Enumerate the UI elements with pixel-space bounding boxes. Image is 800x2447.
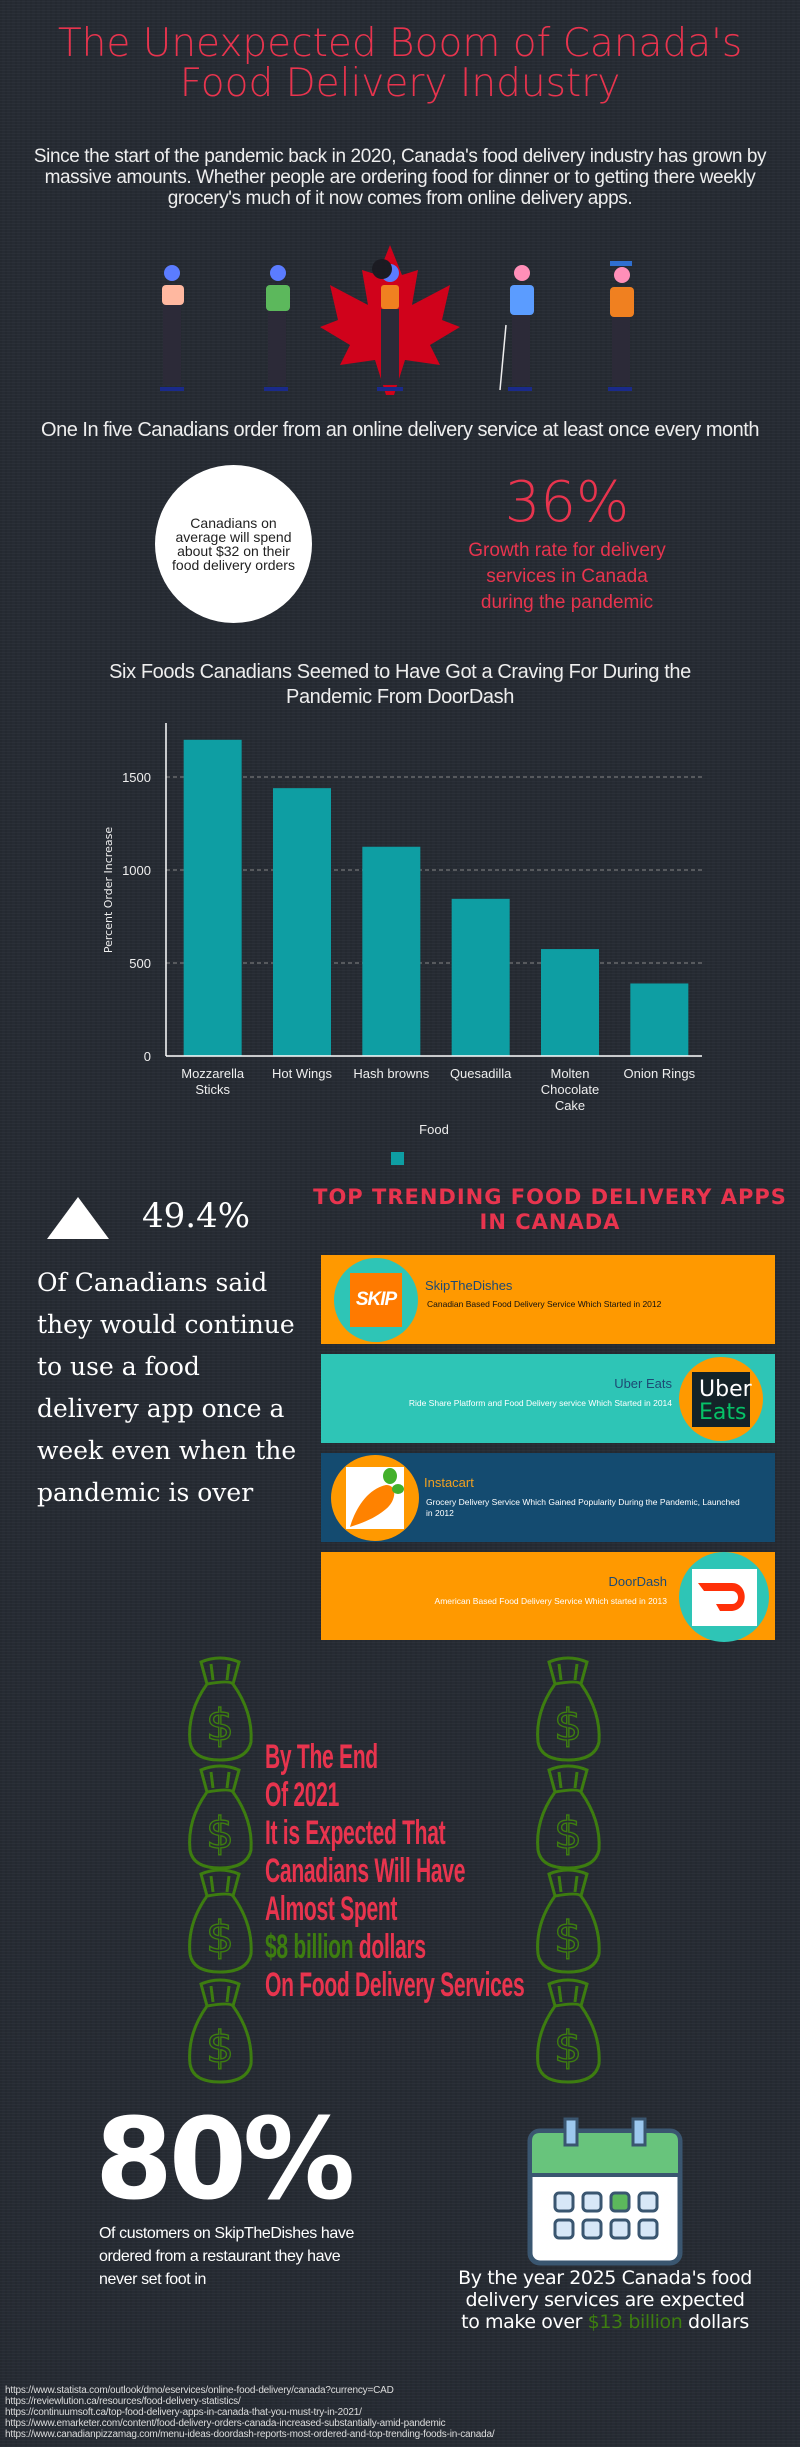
forecast-prefix: By the year 2025 Canada's food delivery … xyxy=(458,2267,752,2333)
average-spend-circle: Canadians on average will spend about $3… xyxy=(155,465,312,623)
skip-logo: SKIP xyxy=(334,1258,418,1342)
x-tick-label: Hot Wings xyxy=(272,1066,332,1081)
carrot-icon xyxy=(346,1467,404,1529)
spending-line: Canadians Will Have xyxy=(265,1852,466,1890)
x-tick-label: Onion Rings xyxy=(624,1066,696,1081)
spending-line: Of 2021 xyxy=(265,1776,340,1814)
bar-mozzarella-sticks xyxy=(183,739,242,1056)
reference-link[interactable]: https://continuumsoft.ca/top-food-delive… xyxy=(5,2407,362,2418)
reference-link[interactable]: https://www.emarketer.com/content/food-d… xyxy=(5,2418,446,2429)
money-bag-icon xyxy=(536,1764,601,1870)
skip-stat-value: 80% xyxy=(95,2095,355,2225)
intro-paragraph: Since the start of the pandemic back in … xyxy=(33,146,767,209)
app-name: Instacart xyxy=(424,1475,474,1490)
x-tick-label: Sticks xyxy=(195,1082,230,1097)
apps-title: Top Trending Food Delivery Apps in Canad… xyxy=(313,1185,787,1234)
app-desc: Canadian Based Food Delivery Service Whi… xyxy=(427,1299,662,1309)
average-spend-text: Canadians on average will spend about $3… xyxy=(172,515,295,573)
person-5 xyxy=(608,261,634,391)
forecast-amount: $13 billion xyxy=(587,2311,683,2333)
money-bag-icon xyxy=(536,1868,601,1974)
skip-logo-text: SKIP xyxy=(350,1273,402,1327)
x-tick-label: Mozzarella xyxy=(181,1066,245,1081)
money-bag-icon xyxy=(188,1656,253,1762)
chart-title: Six Foods Canadians Seemed to Have Got a… xyxy=(109,661,691,708)
person-4 xyxy=(499,265,534,391)
y-tick-label: 1000 xyxy=(122,863,151,878)
reference-link[interactable]: https://www.canadianpizzamag.com/menu-id… xyxy=(5,2429,495,2440)
spending-line: Almost Spent xyxy=(265,1890,398,1928)
person-2 xyxy=(264,265,290,391)
bar-hash-browns xyxy=(362,846,421,1056)
app-name: Uber Eats xyxy=(614,1376,672,1391)
app-desc: Ride Share Platform and Food Delivery se… xyxy=(408,1398,672,1408)
app-card-skipthedishes: SKIP SkipTheDishes Canadian Based Food D… xyxy=(321,1255,775,1344)
y-axis-label: Percent Order Increase xyxy=(102,827,115,953)
money-bag-icon xyxy=(536,1656,601,1762)
x-axis-label: Food xyxy=(419,1122,449,1137)
bar-hot-wings xyxy=(273,788,331,1056)
app-name: SkipTheDishes xyxy=(425,1278,513,1293)
spending-suffix: dollars xyxy=(353,1928,426,1966)
calendar-icon xyxy=(527,2117,683,2266)
y-tick-label: 500 xyxy=(129,956,151,971)
money-bag-icon xyxy=(188,1868,253,1974)
legend-swatch xyxy=(391,1152,404,1165)
x-tick-label: Hash browns xyxy=(353,1066,429,1081)
up-triangle-icon xyxy=(47,1197,109,1239)
app-name: DoorDash xyxy=(608,1574,667,1589)
title-line-2: Food Delivery Industry xyxy=(179,61,621,106)
continue-stat-text: Of Canadians said they would continue to… xyxy=(37,1268,297,1507)
reference-link[interactable]: https://reviewlution.ca/resources/food-d… xyxy=(5,2396,241,2407)
doordash-icon xyxy=(691,1568,757,1626)
x-tick-label: Chocolate xyxy=(541,1082,600,1097)
skip-stat-text: Of customers on SkipTheDishes have order… xyxy=(99,2225,354,2288)
references: https://www.statista.com/outlook/dmo/ese… xyxy=(5,2385,495,2440)
money-bag-icon xyxy=(188,1764,253,1870)
person-3 xyxy=(372,259,403,391)
growth-label: Growth rate for delivery services in Can… xyxy=(468,540,666,613)
continue-stat-value: 49.4% xyxy=(142,1196,251,1236)
money-bag-icon xyxy=(188,1978,253,2084)
uber-logo-text: Uber xyxy=(699,1376,752,1402)
y-tick-label: 0 xyxy=(144,1049,151,1064)
growth-value: 36% xyxy=(504,470,630,535)
forecast-text: By the year 2025 Canada's food delivery … xyxy=(455,2267,755,2333)
app-card-ubereats: Uber Eats Uber Eats Ride Share Platform … xyxy=(321,1354,775,1443)
app-desc: American Based Food Delivery Service Whi… xyxy=(434,1596,667,1606)
instacart-logo xyxy=(331,1455,419,1541)
people-illustration xyxy=(160,245,634,395)
x-tick-label: Quesadilla xyxy=(450,1066,512,1081)
spending-forecast-text: By The End Of 2021 It is Expected That C… xyxy=(265,1738,525,2004)
title-line-1: The Unexpected Boom of Canada's xyxy=(57,21,743,66)
spending-amount: $8 billion xyxy=(265,1928,354,1966)
page-title: The Unexpected Boom of Canada's Food Del… xyxy=(0,24,800,104)
reference-link[interactable]: https://www.statista.com/outlook/dmo/ese… xyxy=(5,2385,394,2396)
spending-line: By The End xyxy=(265,1738,378,1776)
spending-line: It is Expected That xyxy=(265,1814,446,1852)
x-tick-label: Molten xyxy=(550,1066,589,1081)
person-1 xyxy=(160,265,184,391)
app-card-instacart: Instacart Grocery Delivery Service Which… xyxy=(321,1453,775,1542)
bar-onion-rings xyxy=(630,983,689,1056)
one-in-five-stat: One In five Canadians order from an onli… xyxy=(41,419,759,441)
bar-quesadilla xyxy=(451,898,510,1056)
app-card-doordash: DoorDash American Based Food Delivery Se… xyxy=(321,1552,775,1642)
forecast-suffix: dollars xyxy=(682,2311,749,2333)
ubereats-logo: Uber Eats xyxy=(679,1357,763,1441)
doordash-logo xyxy=(679,1552,769,1642)
money-bag-icon xyxy=(536,1978,601,2084)
eats-logo-text: Eats xyxy=(699,1399,747,1425)
x-tick-label: Cake xyxy=(555,1098,585,1113)
y-tick-label: 1500 xyxy=(122,770,151,785)
spending-line: On Food Delivery Services xyxy=(265,1966,525,2004)
bar-molten-chocolate-cake xyxy=(541,949,599,1056)
app-desc: Grocery Delivery Service Which Gained Po… xyxy=(426,1497,740,1518)
